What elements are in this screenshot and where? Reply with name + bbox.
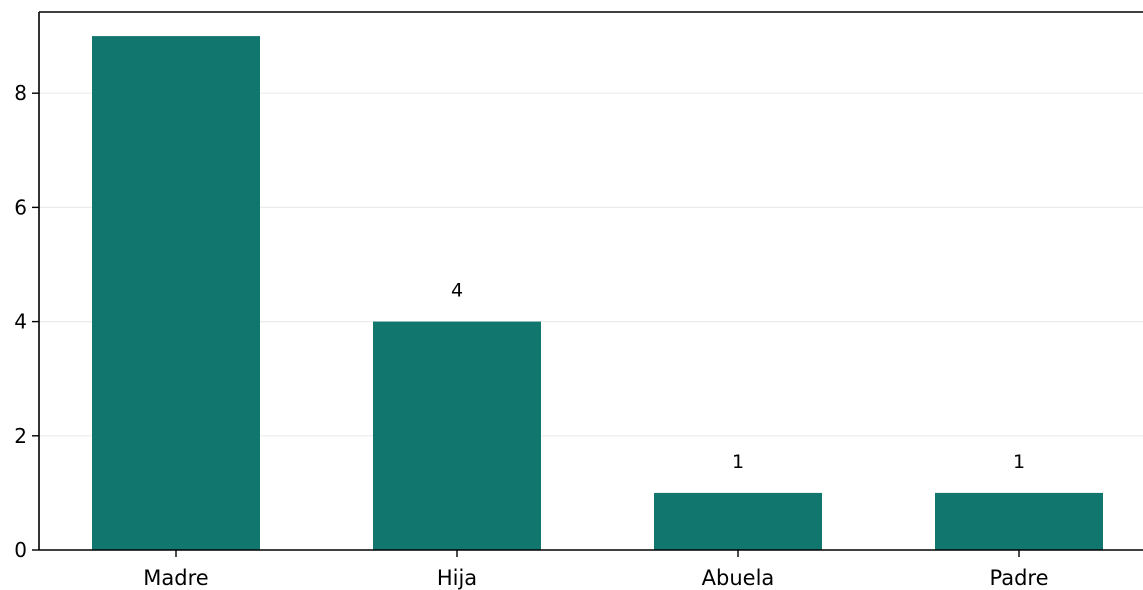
bars (92, 36, 1103, 551)
x-tick-label: Abuela (702, 566, 775, 590)
x-tick-label: Madre (143, 566, 208, 590)
data-label: 1 (1013, 451, 1025, 473)
data-labels: 4 1 1 (451, 280, 1025, 473)
y-tick-label: 6 (14, 195, 27, 219)
x-tick-label: Padre (989, 566, 1048, 590)
bar-padre (935, 492, 1103, 550)
bar-madre (92, 36, 260, 551)
data-label: 4 (451, 280, 463, 302)
data-label: 1 (732, 451, 744, 473)
y-tick-label: 2 (14, 424, 27, 448)
bar-abuela (654, 492, 822, 550)
x-tick-label: Hija (437, 566, 477, 590)
y-tick-label: 4 (14, 310, 27, 334)
bar-hija (373, 321, 541, 550)
y-axis-ticks: 0 2 4 6 8 (14, 81, 39, 562)
x-axis-ticks: Madre Hija Abuela Padre (143, 550, 1049, 590)
y-tick-label: 0 (14, 538, 27, 562)
y-tick-label: 8 (14, 81, 27, 105)
